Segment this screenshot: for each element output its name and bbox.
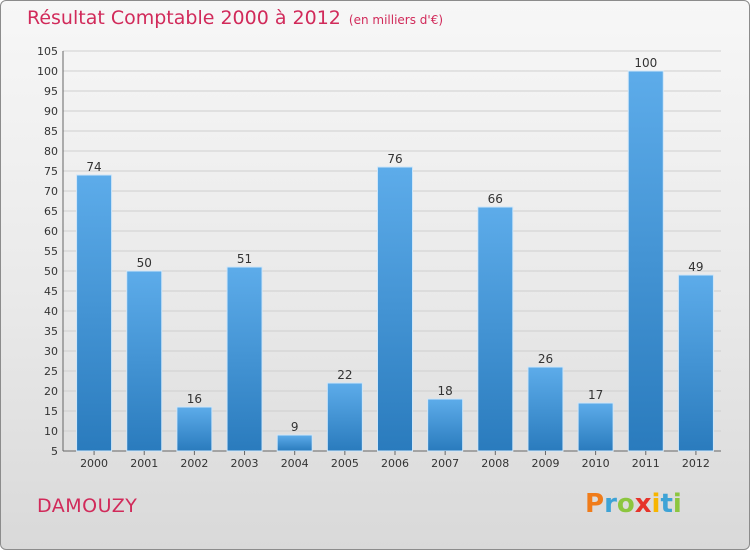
bar-value-label: 49: [688, 260, 703, 274]
y-tick-label: 90: [44, 105, 58, 118]
y-tick-labels: 5 10 15 20 25 30 35 40 45 50 55 60 65 70 75 80 85 90 95 100…: [37, 45, 58, 458]
y-tick-label: 25: [44, 365, 58, 378]
y-tick-label: 30: [44, 345, 58, 358]
y-tick-label: 40: [44, 305, 58, 318]
bar: [677, 274, 714, 452]
bars: 74 50 16 51 9 22 76 18 66 26 17 100 49: [76, 56, 714, 452]
bar-value-label: 51: [237, 252, 252, 266]
bar: [477, 206, 514, 452]
x-tick-label: 2003: [231, 457, 259, 470]
y-tick-label: 100: [37, 65, 58, 78]
unit-note: (en milliers d'€): [348, 13, 444, 27]
bar: [427, 398, 464, 452]
bar: [527, 366, 564, 452]
logo-letter: i: [672, 489, 682, 519]
logo-letter: t: [660, 489, 673, 519]
bar-value-label: 9: [291, 420, 299, 434]
logo-letter: P: [585, 489, 605, 519]
x-tick-label: 2009: [531, 457, 559, 470]
bar: [176, 406, 213, 452]
bar-value-label: 100: [634, 56, 657, 70]
y-tick-label: 55: [44, 245, 58, 258]
x-tick-label: 2011: [632, 457, 660, 470]
logo-letter: r: [604, 489, 617, 519]
y-tick-label: 60: [44, 225, 58, 238]
bar: [326, 382, 363, 452]
x-tick-label: 2008: [481, 457, 509, 470]
bar-value-label: 76: [387, 152, 402, 166]
bar: [627, 70, 664, 452]
chart-title: Résultat Comptable 2000 à 2012 (en millie…: [27, 7, 443, 29]
x-tick-label: 2007: [431, 457, 459, 470]
y-tick-label: 80: [44, 145, 58, 158]
y-tick-label: 45: [44, 285, 58, 298]
y-tick-label: 70: [44, 185, 58, 198]
x-tick-label: 2010: [582, 457, 610, 470]
bar: [76, 174, 113, 452]
x-tick-label: 2005: [331, 457, 359, 470]
chart-title-text: Résultat Comptable 2000 à 2012: [27, 7, 341, 29]
bar: [226, 266, 263, 452]
bar-value-label: 17: [588, 388, 603, 402]
proxiti-logo[interactable]: Proxiti: [585, 489, 682, 519]
bar: [276, 434, 313, 452]
y-tick-label: 105: [37, 45, 58, 58]
x-tick-label: 2004: [281, 457, 309, 470]
x-tick-label: 2001: [130, 457, 158, 470]
bar-value-label: 18: [438, 384, 453, 398]
x-tick-label: 2006: [381, 457, 409, 470]
x-tick-labels: 2000 2001 2002 2003 2004 2005 2006 2007 2008 2009…: [80, 451, 710, 470]
y-tick-label: 20: [44, 385, 58, 398]
bar-value-label: 16: [187, 392, 202, 406]
logo-letter: i: [651, 489, 661, 519]
commune-name: DAMOUZY: [37, 495, 138, 517]
y-tick-label: 65: [44, 205, 58, 218]
bar-value-label: 74: [86, 160, 101, 174]
y-tick-label: 85: [44, 125, 58, 138]
logo-letter: x: [634, 489, 652, 519]
bar: [126, 270, 163, 452]
bar-value-label: 26: [538, 352, 553, 366]
x-tick-label: 2002: [180, 457, 208, 470]
x-tick-label: 2012: [682, 457, 710, 470]
bar: [577, 402, 614, 452]
y-tick-label: 75: [44, 165, 58, 178]
bar-value-label: 22: [337, 368, 352, 382]
bar: [377, 166, 413, 452]
x-tick-label: 2000: [80, 457, 108, 470]
bar-value-label: 66: [488, 192, 503, 206]
y-tick-label: 5: [51, 445, 58, 458]
bar-value-label: 50: [137, 256, 152, 270]
y-tick-label: 15: [44, 405, 58, 418]
y-tick-label: 50: [44, 265, 58, 278]
logo-letter: o: [616, 489, 635, 519]
y-tick-label: 10: [44, 425, 58, 438]
y-tick-label: 95: [44, 85, 58, 98]
y-tick-label: 35: [44, 325, 58, 338]
